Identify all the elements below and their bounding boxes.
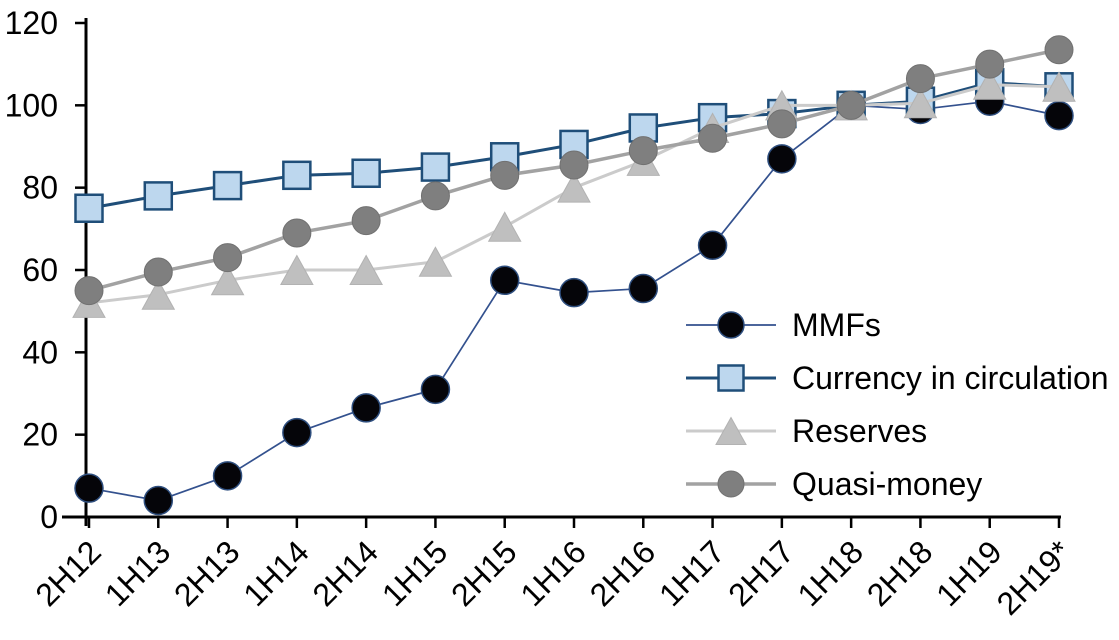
x-tick-label: 1H15 bbox=[375, 533, 455, 613]
reserves-point-2h13[interactable] bbox=[210, 264, 245, 296]
legend-item-mmfs[interactable]: MMFs bbox=[684, 307, 1109, 343]
currency-in-circulation-point-2h14[interactable] bbox=[351, 158, 381, 189]
currency-in-circulation-point-1h13[interactable] bbox=[143, 181, 174, 211]
quasi-money-point-2h13[interactable] bbox=[213, 243, 243, 273]
reserves-point-1h13[interactable] bbox=[141, 279, 176, 310]
mmfs-point-2h15[interactable] bbox=[489, 265, 520, 296]
quasi-money-point-2h14[interactable] bbox=[351, 206, 381, 236]
mmfs-legend-marker bbox=[686, 311, 776, 339]
currency-in-circulation-legend-marker bbox=[686, 364, 776, 392]
mmfs-point-1h16[interactable] bbox=[559, 277, 589, 308]
quasi-money-legend-marker bbox=[686, 470, 776, 498]
currency-in-circulation-point-2h12[interactable] bbox=[74, 193, 104, 223]
mmfs-point-2h12[interactable] bbox=[74, 473, 104, 503]
reserves-point-2h15[interactable] bbox=[487, 211, 522, 242]
quasi-money-point-1h14[interactable] bbox=[282, 218, 312, 248]
x-tick-label: 1H16 bbox=[513, 533, 593, 613]
quasi-money-point-2h15[interactable] bbox=[490, 160, 520, 190]
quasi-money-point-1h17[interactable] bbox=[698, 123, 728, 153]
mmfs-point-1h14[interactable] bbox=[282, 417, 312, 448]
x-tick-label: 2H12 bbox=[28, 533, 108, 613]
quasi-money-point-2h16[interactable] bbox=[628, 136, 658, 166]
quasi-money-point-2h19[interactable] bbox=[1044, 35, 1074, 65]
quasi-money-point-2h17[interactable] bbox=[767, 109, 797, 139]
y-tick-label: 40 bbox=[22, 334, 58, 370]
quasi-money-point-1h13[interactable] bbox=[143, 257, 173, 287]
quasi-money-point-1h19[interactable] bbox=[975, 49, 1005, 79]
reserves-point-2h14[interactable] bbox=[349, 254, 383, 285]
currency-in-circulation-point-2h13[interactable] bbox=[212, 170, 243, 201]
legend-item-reserves[interactable]: Reserves bbox=[684, 413, 1109, 449]
legend-label-mmfs: MMFs bbox=[792, 307, 881, 343]
mmfs-point-2h16[interactable] bbox=[628, 273, 659, 304]
series-quasi-money[interactable] bbox=[74, 35, 1074, 306]
mmfs-legend-glyph bbox=[717, 311, 745, 339]
legend-label-currency-in-circulation: Currency in circulation bbox=[792, 360, 1109, 396]
y-tick-label: 120 bbox=[5, 5, 58, 41]
y-tick-label: 80 bbox=[22, 170, 58, 206]
mmfs-point-1h17[interactable] bbox=[697, 230, 728, 261]
currency-in-circulation-point-1h15[interactable] bbox=[420, 152, 451, 182]
legend-item-quasi-money[interactable]: Quasi-money bbox=[684, 466, 1109, 502]
reserves-point-1h14[interactable] bbox=[280, 254, 314, 285]
mmfs-point-2h14[interactable] bbox=[351, 393, 381, 423]
reserves-legend-glyph bbox=[715, 416, 747, 445]
y-tick-label: 20 bbox=[22, 417, 58, 453]
legend-label-reserves: Reserves bbox=[792, 413, 928, 449]
legend: MMFs Currency in circulation Reserves Qu… bbox=[684, 307, 1109, 519]
x-tick-label: 2H13 bbox=[167, 533, 247, 613]
x-tick-label: 2H18 bbox=[860, 533, 940, 613]
mmfs-point-1h15[interactable] bbox=[420, 374, 451, 405]
x-tick-label: 1H17 bbox=[652, 533, 732, 613]
reserves-point-1h15[interactable] bbox=[418, 246, 453, 277]
reserves-point-2h19[interactable] bbox=[1042, 71, 1076, 102]
currency-in-circulation-legend-glyph bbox=[717, 364, 745, 392]
reserves-point-2h18[interactable] bbox=[903, 87, 938, 119]
quasi-money-point-1h18[interactable] bbox=[836, 90, 866, 120]
mmfs-point-1h13[interactable] bbox=[143, 485, 174, 516]
quasi-money-point-2h12[interactable] bbox=[74, 276, 104, 306]
x-tick-label: 2H16 bbox=[583, 533, 663, 613]
legend-label-quasi-money: Quasi-money bbox=[792, 466, 983, 502]
x-tick-label: 1H13 bbox=[98, 533, 178, 613]
y-tick-label: 100 bbox=[5, 87, 58, 123]
mmfs-point-2h13[interactable] bbox=[212, 461, 243, 491]
quasi-money-point-1h15[interactable] bbox=[420, 181, 450, 211]
quasi-money-point-1h16[interactable] bbox=[559, 150, 589, 180]
x-tick-label: 2H14 bbox=[306, 533, 386, 613]
y-tick-label: 60 bbox=[22, 252, 58, 288]
x-tick-label: 2H17 bbox=[721, 533, 801, 613]
quasi-money-legend-glyph bbox=[717, 470, 745, 498]
currency-in-circulation-point-1h14[interactable] bbox=[282, 160, 312, 191]
x-tick-label: 1H18 bbox=[791, 533, 871, 613]
mmfs-point-2h17[interactable] bbox=[767, 144, 797, 174]
x-tick-label: 1H14 bbox=[236, 533, 316, 613]
x-tick-label: 2H19* bbox=[990, 533, 1078, 621]
reserves-point-1h19[interactable] bbox=[972, 69, 1007, 100]
x-tick-label: 2H15 bbox=[444, 533, 524, 613]
y-tick-label: 0 bbox=[40, 499, 58, 535]
reserves-point-1h16[interactable] bbox=[557, 172, 591, 203]
mmfs-point-2h19[interactable] bbox=[1044, 100, 1074, 131]
reserves-legend-marker bbox=[686, 416, 776, 445]
legend-item-currency-in-circulation[interactable]: Currency in circulation bbox=[684, 360, 1109, 396]
quasi-money-point-2h18[interactable] bbox=[905, 64, 935, 94]
